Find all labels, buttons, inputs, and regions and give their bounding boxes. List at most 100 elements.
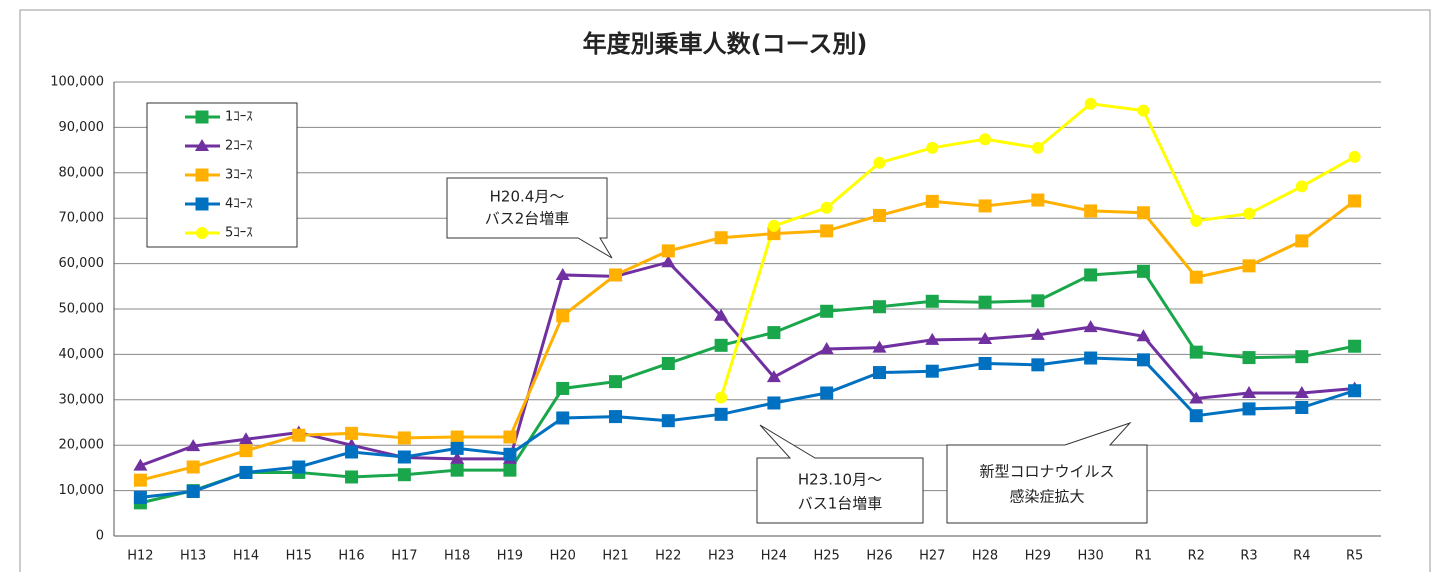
marker bbox=[1031, 358, 1045, 372]
lines bbox=[133, 97, 1362, 510]
x-tick-label: H23 bbox=[708, 549, 734, 564]
legend-label: 4ｺｰｽ bbox=[225, 197, 253, 212]
marker bbox=[1242, 385, 1257, 398]
x-tick-label: H16 bbox=[338, 549, 364, 564]
marker bbox=[1189, 345, 1203, 359]
marker bbox=[503, 463, 517, 477]
marker bbox=[503, 447, 517, 461]
y-tick-label: 50,000 bbox=[59, 302, 105, 317]
marker bbox=[925, 194, 939, 208]
marker bbox=[766, 370, 781, 383]
marker bbox=[186, 460, 200, 474]
marker bbox=[926, 141, 939, 154]
marker bbox=[820, 386, 834, 400]
marker bbox=[556, 381, 570, 395]
x-tick-label: H25 bbox=[814, 549, 840, 564]
marker bbox=[397, 450, 411, 464]
marker bbox=[556, 411, 570, 425]
series-line bbox=[140, 356, 1356, 499]
y-tick-label: 90,000 bbox=[59, 120, 105, 135]
marker bbox=[1294, 385, 1309, 398]
marker bbox=[609, 375, 623, 389]
legend-label: 3ｺｰｽ bbox=[225, 168, 253, 183]
marker bbox=[714, 308, 729, 321]
x-tick-label: R3 bbox=[1240, 549, 1257, 564]
marker bbox=[715, 391, 728, 404]
series-line bbox=[139, 260, 1355, 468]
x-tick-label: H30 bbox=[1077, 549, 1103, 564]
marker bbox=[1031, 294, 1045, 308]
marker bbox=[195, 168, 209, 182]
marker bbox=[820, 224, 834, 238]
marker bbox=[1030, 327, 1045, 340]
marker bbox=[133, 458, 148, 471]
annotation: H23.10月～ bbox=[798, 471, 882, 489]
marker bbox=[767, 326, 781, 340]
chart-title: 年度別乗車人数(コース別) bbox=[583, 30, 868, 58]
x-tick-label: H20 bbox=[550, 549, 576, 564]
y-tick-label: 30,000 bbox=[59, 392, 105, 407]
marker bbox=[450, 430, 464, 444]
annotation: 感染症拡大 bbox=[1009, 488, 1084, 506]
x-tick-label: H21 bbox=[602, 549, 628, 564]
marker bbox=[1242, 259, 1256, 273]
annotation: H20.4月～ bbox=[490, 188, 565, 206]
annotation: バス2台増車 bbox=[485, 210, 570, 228]
marker bbox=[1031, 141, 1044, 154]
marker bbox=[925, 294, 939, 308]
marker bbox=[1136, 264, 1150, 278]
marker bbox=[345, 426, 359, 440]
marker bbox=[186, 485, 200, 499]
marker bbox=[1137, 104, 1150, 117]
marker bbox=[872, 208, 886, 222]
y-tick-label: 0 bbox=[96, 529, 104, 544]
marker bbox=[1136, 353, 1150, 367]
marker bbox=[450, 463, 464, 477]
x-tick-label: H26 bbox=[866, 549, 892, 564]
series-line bbox=[140, 198, 1356, 482]
y-tick-label: 70,000 bbox=[59, 211, 105, 226]
marker bbox=[872, 300, 886, 314]
x-tick-label: H17 bbox=[391, 549, 417, 564]
marker bbox=[978, 356, 992, 370]
callout: H23.10月～ バス1台増車 bbox=[756, 424, 924, 524]
marker bbox=[1348, 194, 1362, 208]
marker bbox=[872, 366, 886, 380]
marker bbox=[767, 396, 781, 410]
x-tick-label: R2 bbox=[1188, 549, 1205, 564]
marker bbox=[1136, 329, 1151, 342]
callout: 新型コロナウイルス 感染症拡大 bbox=[946, 421, 1148, 524]
marker bbox=[661, 356, 675, 370]
marker bbox=[196, 227, 208, 239]
marker bbox=[1136, 206, 1150, 220]
marker bbox=[345, 445, 359, 459]
legend-box bbox=[146, 102, 298, 248]
marker bbox=[450, 451, 465, 464]
marker bbox=[1189, 391, 1204, 404]
marker bbox=[1295, 180, 1308, 193]
marker bbox=[1084, 268, 1098, 282]
marker bbox=[238, 432, 253, 445]
marker bbox=[925, 332, 940, 345]
x-tick-label: H13 bbox=[180, 549, 206, 564]
marker bbox=[555, 267, 570, 280]
marker bbox=[820, 201, 833, 214]
series-line bbox=[140, 269, 1355, 505]
marker bbox=[978, 331, 993, 344]
marker bbox=[820, 304, 834, 318]
legend-label: 5ｺｰｽ bbox=[225, 226, 253, 241]
marker bbox=[239, 444, 253, 458]
marker bbox=[1242, 402, 1256, 416]
x-tick-label: R1 bbox=[1135, 549, 1152, 564]
marker bbox=[239, 465, 253, 479]
marker bbox=[1084, 351, 1098, 365]
marker bbox=[1242, 351, 1256, 365]
callout-box bbox=[446, 177, 613, 259]
marker bbox=[556, 309, 570, 323]
y-tick-label: 80,000 bbox=[59, 165, 105, 180]
marker bbox=[609, 410, 623, 424]
marker bbox=[1084, 204, 1098, 218]
callout: H20.4月～ バス2台増車 bbox=[446, 177, 613, 259]
marker bbox=[978, 295, 992, 309]
marker bbox=[1295, 350, 1309, 364]
